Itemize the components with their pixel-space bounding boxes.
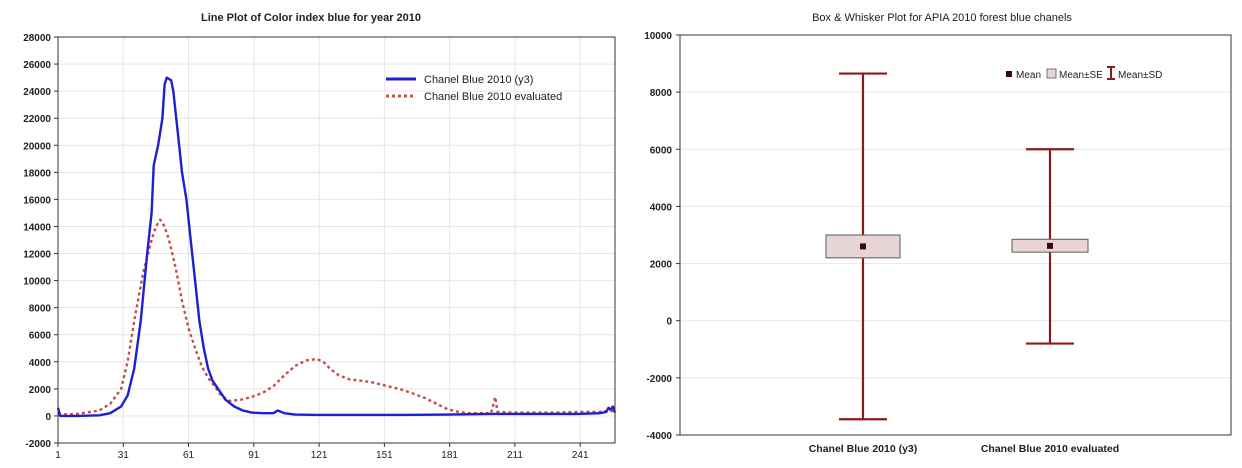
box-chart-y-tick-label: 10000 (644, 31, 672, 42)
box-category-label: Chanel Blue 2010 evaluated (981, 443, 1119, 455)
line-chart-x-tick-label: 1 (55, 450, 61, 461)
line-chart-y-tick-label: 12000 (23, 250, 51, 261)
line-chart-y-tick-label: 26000 (23, 60, 51, 71)
line-chart-x-tick-label: 151 (376, 450, 393, 461)
line-chart-y-ticks: -2000 0 2000 4000 6000 8000 10000 12000 14000 160… (23, 33, 58, 450)
box-chart-legend: Mean Mean±SE Mean±SD (1006, 66, 1162, 81)
line-chart-y-tick-label: 20000 (23, 141, 51, 152)
legend-label-se: Mean±SE (1059, 70, 1103, 81)
legend-mean-marker (1006, 71, 1012, 77)
box-group-chanel-blue-y3 (825, 72, 901, 421)
line-chart-y-tick-label: 14000 (23, 222, 51, 233)
line-chart-y-tick-label: 4000 (29, 358, 52, 369)
line-chart-grid (57, 36, 615, 444)
line-chart-x-ticks: 1 31 61 91 121 151 181 211 241 (55, 443, 589, 461)
line-chart-y-tick-label: 16000 (23, 195, 51, 206)
line-chart-y-tick-label: 8000 (29, 304, 52, 315)
box-chart-title: Box & Whisker Plot for APIA 2010 forest … (812, 12, 1072, 24)
box-chart-boxes (825, 72, 1089, 421)
line-chart-x-tick-label: 241 (572, 450, 589, 461)
line-chart-x-tick-label: 91 (248, 450, 260, 461)
box-chart: Box & Whisker Plot for APIA 2010 forest … (644, 12, 1232, 455)
legend-label-series-2: Chanel Blue 2010 evaluated (424, 91, 562, 103)
legend-label-mean: Mean (1016, 70, 1041, 81)
line-chart-x-tick-label: 61 (183, 450, 195, 461)
line-chart-y-tick-label: 24000 (23, 87, 51, 98)
legend-label-series-1: Chanel Blue 2010 (y3) (424, 74, 533, 86)
line-series-chanel-blue-y3 (56, 76, 617, 418)
line-chart: Line Plot of Color index blue for year 2… (23, 12, 617, 461)
legend-sd-whisker (1107, 66, 1115, 80)
box-chart-plot-frame (679, 34, 1232, 436)
line-chart-y-tick-label: -2000 (25, 439, 51, 450)
line-chart-y-tick-label: 18000 (23, 168, 51, 179)
legend-se-box (1046, 68, 1057, 79)
box-chart-y-tick-label: 0 (666, 317, 672, 328)
line-chart-x-tick-label: 31 (118, 450, 130, 461)
box-chart-grid (680, 34, 1231, 436)
box-chart-y-tick-label: 6000 (650, 145, 673, 156)
line-chart-y-tick-label: 28000 (23, 33, 51, 44)
line-series-chanel-blue-evaluated (57, 218, 616, 416)
line-chart-series (56, 76, 617, 418)
line-chart-y-tick-label: 2000 (29, 385, 52, 396)
line-chart-y-tick-label: 6000 (29, 331, 52, 342)
line-chart-legend: Chanel Blue 2010 (y3) Chanel Blue 2010 e… (386, 74, 562, 103)
box-chart-y-tick-label: -2000 (646, 374, 672, 385)
box-mean-marker (860, 243, 866, 250)
box-group-chanel-blue-evaluated (1011, 148, 1089, 345)
line-chart-title: Line Plot of Color index blue for year 2… (201, 12, 421, 24)
box-chart-y-tick-label: -4000 (646, 431, 672, 442)
box-mean-marker (1047, 242, 1053, 249)
box-chart-y-tick-label: 4000 (650, 202, 673, 213)
box-chart-categories: Chanel Blue 2010 (y3) Chanel Blue 2010 ev… (809, 443, 1119, 455)
line-chart-x-tick-label: 181 (441, 450, 458, 461)
line-chart-y-tick-label: 22000 (23, 114, 51, 125)
box-category-label: Chanel Blue 2010 (y3) (809, 443, 918, 455)
legend-label-sd: Mean±SD (1118, 70, 1162, 81)
box-chart-y-tick-label: 8000 (650, 88, 673, 99)
box-chart-y-ticks: -4000 -2000 0 2000 4000 6000 8000 10000 (644, 31, 680, 442)
line-chart-x-tick-label: 121 (311, 450, 328, 461)
line-chart-plot-frame (57, 36, 616, 444)
box-chart-y-tick-label: 2000 (650, 260, 673, 271)
line-chart-y-tick-label: 10000 (23, 277, 51, 288)
line-chart-x-tick-label: 211 (507, 450, 523, 461)
line-chart-y-tick-label: 0 (45, 412, 51, 423)
